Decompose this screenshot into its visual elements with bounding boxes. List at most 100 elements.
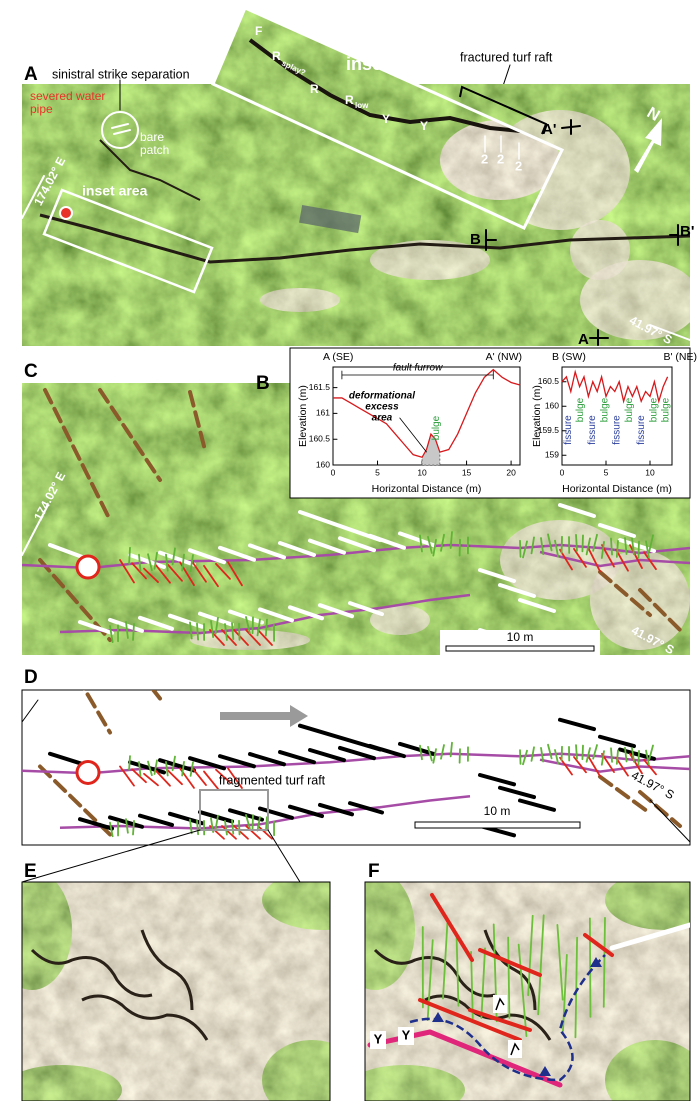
bulge-ridge	[232, 623, 233, 639]
bulge-ridge	[582, 746, 583, 760]
profile-end: B'	[680, 223, 694, 240]
y-tick-label: 161.5	[309, 382, 331, 392]
x-tick-label: 5	[604, 467, 609, 477]
fault-label: Y	[382, 112, 390, 126]
x-tick-label: 20	[506, 467, 516, 477]
slip-label: 2	[497, 151, 504, 166]
panel-label: A	[24, 64, 38, 85]
bulge-ridge	[133, 624, 134, 640]
profile-end: A (SE)	[323, 351, 353, 363]
y-tick-label: 160	[316, 459, 330, 469]
annotation: fragmented turf raft	[219, 773, 326, 787]
annotation: severed water	[30, 89, 105, 103]
y-axis-label: Elevation (m)	[297, 385, 309, 447]
annotation: excess	[365, 402, 399, 413]
fault-label: Y	[402, 1027, 411, 1042]
y-axis-label: Elevation (m)	[531, 385, 543, 447]
bulge-ridge	[197, 821, 198, 835]
bulge-ridge	[611, 748, 612, 762]
slip-label: 2	[515, 158, 522, 173]
annotation: inset area	[82, 183, 148, 199]
bulge-ridge	[197, 624, 198, 640]
profile-end: B	[470, 231, 481, 248]
profile-end: A	[578, 331, 589, 348]
pipe-marker	[77, 556, 99, 578]
bulge-ridge	[638, 751, 639, 765]
panel-label: F	[368, 861, 380, 882]
x-tick-label: 0	[560, 467, 565, 477]
bulge-ridge	[617, 541, 618, 557]
grass-patch	[335, 870, 415, 990]
annotation: fissure	[563, 415, 574, 445]
bulge-ridge	[604, 918, 605, 1007]
x-tick-label: 5	[375, 467, 380, 477]
profile-end: A' (NW)	[486, 351, 522, 363]
x-axis-label: Horizontal Distance (m)	[372, 483, 482, 495]
bulge-ridge	[590, 918, 591, 1016]
x-tick-label: 15	[462, 467, 472, 477]
annotation: patch	[140, 143, 169, 157]
panel-label: B	[256, 373, 270, 394]
panel-label: D	[24, 667, 38, 688]
pipe-marker	[60, 207, 72, 219]
grass-patch	[262, 870, 382, 930]
bulge-ridge	[520, 541, 521, 557]
annotation: bulge	[431, 415, 442, 440]
annotation: fault furrow	[393, 363, 443, 374]
photo	[0, 870, 382, 1101]
fault-label: R	[272, 49, 281, 63]
panel-label: C	[24, 361, 38, 382]
bulge-ridge	[266, 620, 267, 636]
bulge-ridge	[611, 539, 612, 555]
bulge-ridge	[576, 535, 577, 551]
inset-title: inset	[346, 54, 388, 74]
bulge-ridge	[508, 937, 509, 1018]
bulge-ridge	[133, 821, 134, 835]
bulge-ridge	[129, 756, 130, 770]
scale-bar	[446, 646, 594, 651]
annotation: bulge	[624, 397, 635, 422]
fault-label: R	[310, 82, 319, 96]
scale-bar	[415, 822, 580, 828]
bulge-ridge	[266, 817, 267, 831]
scale-label: 10 m	[507, 630, 534, 644]
annotation: bulge	[599, 397, 610, 422]
profile-end: B' (NE)	[663, 351, 697, 363]
annotation: bulge	[648, 397, 659, 422]
x-tick-label: 10	[417, 467, 427, 477]
fault-label: Y	[374, 1031, 383, 1046]
annotation: fissure	[587, 415, 598, 445]
bulge-ridge	[582, 535, 583, 551]
annotation: bulge	[575, 397, 586, 422]
annotation: area	[372, 413, 393, 424]
fault-label: F	[255, 24, 262, 38]
profile-end: B (SW)	[552, 351, 586, 363]
bare-ground	[570, 220, 630, 280]
bulge-ridge	[638, 542, 639, 558]
y-tick-label: 160.5	[309, 433, 331, 443]
y-tick-label: 160	[545, 400, 559, 410]
page: Asinistral strike separationfractured tu…	[0, 0, 699, 1101]
panel-label: E	[24, 861, 37, 882]
annotation: bulge	[661, 397, 672, 422]
figure-layer: Asinistral strike separationfractured tu…	[0, 0, 699, 1101]
fault-subscript: low	[355, 101, 369, 110]
y-tick-label: 159	[545, 449, 559, 459]
y-tick-label: 160.5	[538, 376, 560, 386]
annotation: pipe	[30, 102, 53, 116]
annotation: deformational	[349, 391, 415, 402]
annotation: fractured turf raft	[460, 50, 553, 64]
bulge-ridge	[239, 821, 240, 835]
figure: Asinistral strike separationfractured tu…	[0, 0, 699, 1101]
bulge-ridge	[232, 820, 233, 834]
scale-label: 10 m	[484, 804, 511, 818]
pipe-marker	[77, 761, 99, 783]
x-tick-label: 10	[645, 467, 655, 477]
bare-ground	[260, 288, 340, 312]
annotation: fissure	[636, 415, 647, 445]
bulge-ridge	[617, 750, 618, 764]
bulge-ridge	[520, 750, 521, 764]
fault-label: R	[345, 93, 354, 107]
annotation: fissure	[612, 415, 623, 445]
annotation: bare	[140, 130, 164, 144]
